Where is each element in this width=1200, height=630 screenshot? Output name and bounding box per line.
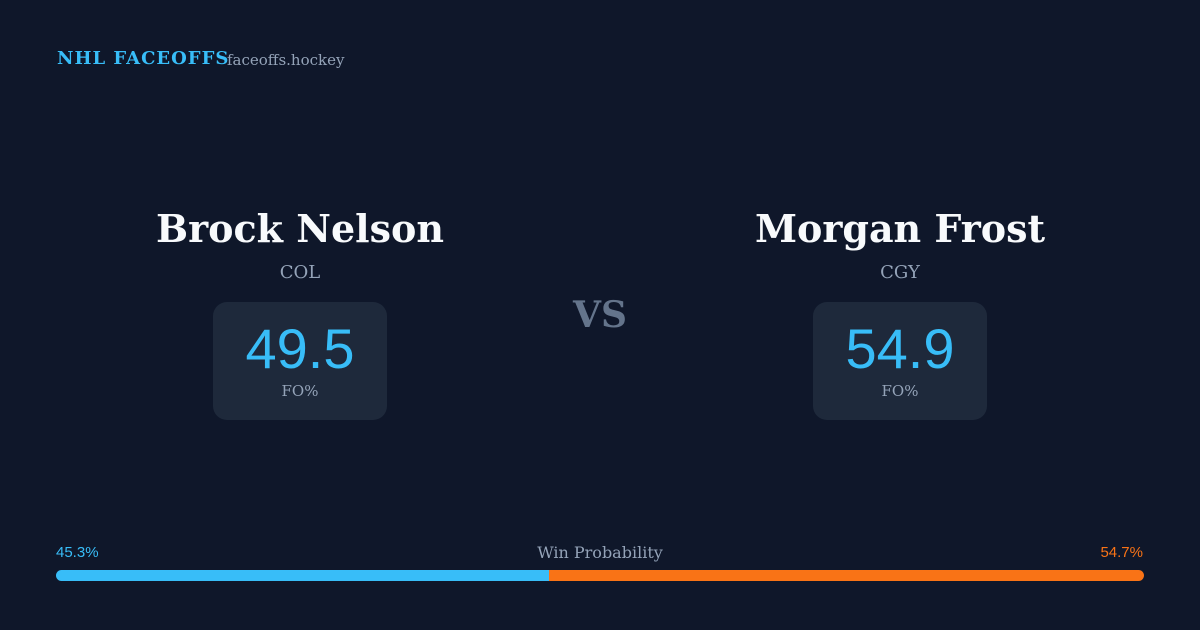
win-probability-segment: [56, 570, 549, 581]
player-name: Morgan Frost: [754, 206, 1046, 251]
win-probability-bar: [56, 570, 1144, 581]
player-name: Brock Nelson: [156, 206, 444, 251]
fo-label: FO%: [281, 382, 319, 400]
team: COL: [279, 262, 321, 283]
fo-value: 54.9: [845, 317, 955, 380]
win-pct-label: 54.7%: [1100, 544, 1143, 561]
win-probability-label: Win Probability: [537, 543, 663, 562]
fo-label: FO%: [881, 382, 919, 400]
brand: NHL FACEOFFS: [57, 48, 230, 69]
vs: VS: [573, 294, 627, 336]
fo-value: 49.5: [245, 317, 355, 380]
stat-card: [213, 302, 387, 420]
stat-card: [813, 302, 987, 420]
win-probability-segment: [548, 570, 1144, 581]
site: faceoffs.hockey: [227, 51, 345, 69]
team: CGY: [880, 262, 920, 283]
win-pct-label: 45.3%: [56, 544, 99, 561]
